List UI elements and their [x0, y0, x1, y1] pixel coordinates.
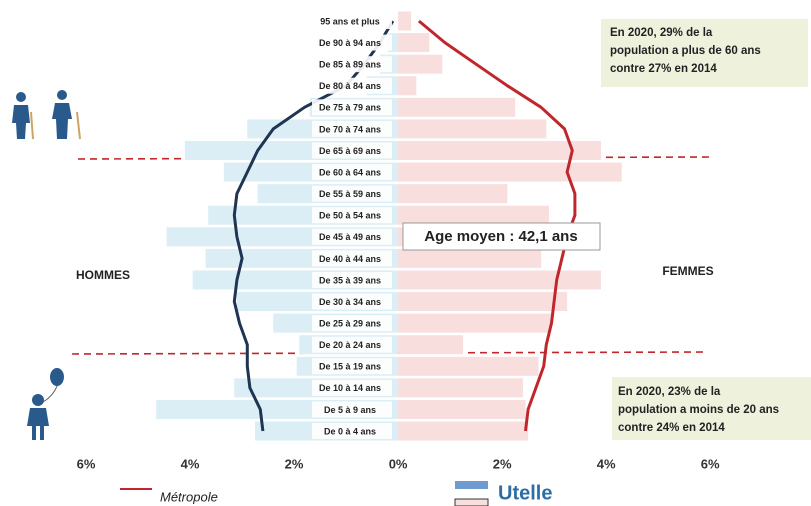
bar-women [398, 421, 529, 441]
bar-women [398, 119, 547, 139]
elderly-icon [12, 90, 81, 140]
bar-women [398, 97, 516, 117]
age-label-bg [312, 164, 392, 181]
age-label: De 5 à 9 ans [324, 405, 376, 415]
bar-women [398, 184, 508, 204]
bar-women [398, 399, 526, 419]
bar-women [398, 292, 568, 312]
note-text: En 2020, 29% de la [610, 27, 713, 39]
age-label: De 20 à 24 ans [319, 340, 381, 350]
mean-age: Age moyen : 42,1 ans [424, 228, 577, 245]
age-label-bg [312, 336, 392, 353]
age-label: De 10 à 14 ans [319, 383, 381, 393]
note-box [612, 377, 811, 440]
age-label: 95 ans et plus [320, 16, 380, 26]
x-tick-label: 6% [701, 456, 720, 471]
age-label: De 0 à 4 ans [324, 426, 376, 436]
note-text: contre 24% en 2014 [618, 422, 725, 434]
age-label: De 75 à 79 ans [319, 103, 381, 113]
age-label: De 60 à 64 ans [319, 167, 381, 177]
x-tick-label: 4% [597, 456, 616, 471]
bar-women [398, 11, 412, 31]
age-label: De 50 à 54 ans [319, 211, 381, 221]
x-tick-label: 4% [181, 456, 200, 471]
note-text: contre 27% en 2014 [610, 63, 717, 75]
bar-women [398, 270, 601, 290]
x-tick-label: 2% [285, 456, 304, 471]
legend-swatch [455, 481, 488, 489]
bar-women [398, 33, 430, 53]
age-label: De 65 à 69 ans [319, 146, 381, 156]
age-label-bg [312, 34, 392, 51]
legend-label: Métropole [160, 489, 218, 504]
age-label: De 55 à 59 ans [319, 189, 381, 199]
age-label: De 15 à 19 ans [319, 362, 381, 372]
age-label-bg [312, 379, 392, 396]
x-tick-label: 2% [493, 456, 512, 471]
bar-women [398, 335, 464, 355]
age-label-bg [312, 207, 392, 224]
age-label-bg [312, 271, 392, 288]
age-label-bg [312, 228, 392, 245]
group-label: HOMMES [76, 268, 130, 282]
age-label-bg [312, 315, 392, 332]
note-box [601, 19, 808, 87]
bar-women [398, 356, 539, 376]
age-label-bg [312, 120, 392, 137]
legend-label: Utelle [498, 482, 552, 504]
mean-age-box [402, 222, 601, 251]
age-label: De 90 à 94 ans [319, 38, 381, 48]
age-label: De 45 à 49 ans [319, 232, 381, 242]
bar-women [398, 140, 601, 160]
age-label-bg [312, 401, 392, 418]
age-label-bg [312, 185, 392, 202]
bar-men [387, 33, 399, 53]
age-label: De 25 à 29 ans [319, 318, 381, 328]
group-label: FEMMES [662, 264, 713, 278]
x-tick-label: 6% [77, 456, 96, 471]
age-label: De 70 à 74 ans [319, 124, 381, 134]
age-label-bg [312, 56, 392, 73]
legend-swatch [454, 498, 489, 506]
age-label: De 40 à 44 ans [319, 254, 381, 264]
bar-women [398, 162, 622, 182]
age-label-bg [312, 423, 392, 440]
age-label-bg [312, 250, 392, 267]
age-label-bg [312, 77, 392, 94]
age-label: De 30 à 34 ans [319, 297, 381, 307]
bar-women [398, 378, 523, 398]
bar-women [398, 248, 542, 268]
child-icon [27, 368, 64, 440]
note-text: En 2020, 23% de la [618, 386, 721, 398]
age-label-bg [312, 142, 392, 159]
age-label-bg [312, 358, 392, 375]
age-label-bg [312, 293, 392, 310]
bar-women [398, 76, 417, 96]
age-label: De 35 à 39 ans [319, 275, 381, 285]
bar-women [398, 54, 443, 74]
note-text: population a moins de 20 ans [618, 404, 779, 416]
note-text: population a plus de 60 ans [610, 45, 761, 57]
bar-women [398, 205, 549, 225]
bar-women [398, 313, 552, 333]
age-label-bg [312, 13, 392, 29]
age-label: De 85 à 89 ans [319, 60, 381, 70]
x-tick-label: 0% [389, 456, 408, 471]
age-label: De 80 à 84 ans [319, 81, 381, 91]
age-label-bg [312, 99, 392, 116]
